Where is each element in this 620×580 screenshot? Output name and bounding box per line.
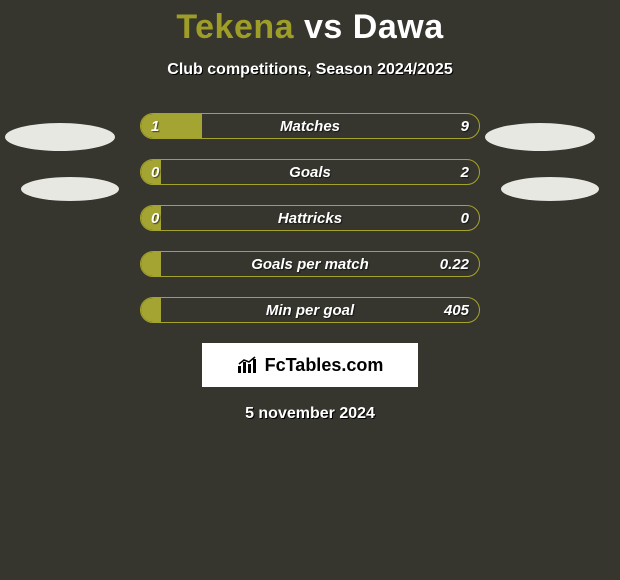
- title-vs: vs: [304, 8, 343, 46]
- brand: FcTables.com: [237, 355, 384, 376]
- stat-label: Goals per match: [141, 252, 479, 277]
- stat-row: Goals per match0.22: [0, 251, 620, 277]
- stat-right-value: 405: [444, 298, 469, 323]
- brand-box: FcTables.com: [202, 343, 418, 387]
- stat-row: Hattricks00: [0, 205, 620, 231]
- page-title: Tekena vs Dawa: [0, 0, 620, 47]
- bar-track: Goals02: [140, 159, 480, 185]
- bar-fill: [141, 114, 202, 138]
- stat-label: Min per goal: [141, 298, 479, 323]
- ellipse-right-1: [485, 123, 595, 151]
- bar-text: Goals per match0.22: [141, 252, 479, 277]
- stat-right-value: 0.22: [440, 252, 469, 277]
- bar-track: Matches19: [140, 113, 480, 139]
- bar-text: Hattricks00: [141, 206, 479, 231]
- ellipse-left-2: [21, 177, 119, 201]
- ellipse-left-1: [5, 123, 115, 151]
- stat-label: Hattricks: [141, 206, 479, 231]
- bar-fill: [141, 252, 161, 276]
- brand-chart-icon: [237, 356, 259, 374]
- subtitle: Club competitions, Season 2024/2025: [0, 61, 620, 79]
- ellipse-right-2: [501, 177, 599, 201]
- bar-text: Goals02: [141, 160, 479, 185]
- bar-track: Hattricks00: [140, 205, 480, 231]
- stat-row: Min per goal405: [0, 297, 620, 323]
- stat-right-value: 0: [461, 206, 469, 231]
- bar-track: Min per goal405: [140, 297, 480, 323]
- date-text: 5 november 2024: [0, 405, 620, 423]
- bar-fill: [141, 298, 161, 322]
- title-player2: Dawa: [353, 8, 444, 46]
- bar-fill: [141, 206, 161, 230]
- bar-track: Goals per match0.22: [140, 251, 480, 277]
- stat-label: Goals: [141, 160, 479, 185]
- bar-text: Min per goal405: [141, 298, 479, 323]
- bar-fill: [141, 160, 161, 184]
- stat-right-value: 2: [461, 160, 469, 185]
- stat-right-value: 9: [461, 114, 469, 139]
- brand-text: FcTables.com: [265, 355, 384, 376]
- title-player1: Tekena: [176, 8, 294, 46]
